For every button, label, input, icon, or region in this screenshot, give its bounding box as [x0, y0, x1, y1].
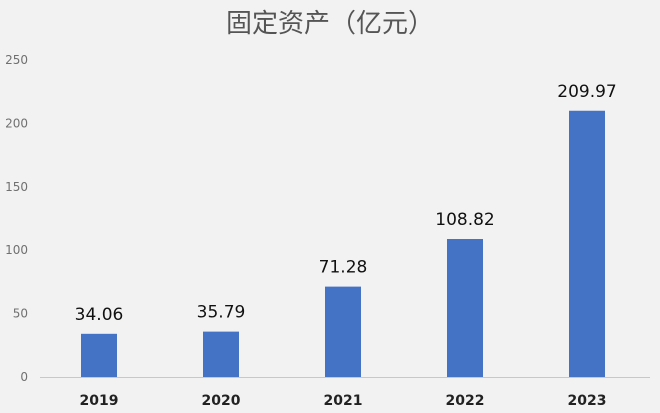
x-tick-label: 2023 [568, 393, 607, 409]
data-label: 209.97 [557, 82, 616, 102]
data-label: 34.06 [75, 305, 124, 325]
bar-2020 [203, 331, 239, 377]
x-tick-label: 2022 [446, 393, 485, 409]
bars [81, 110, 605, 377]
bar-2021 [325, 286, 361, 377]
y-tick-label: 0 [20, 370, 28, 384]
y-tick-label: 50 [13, 307, 28, 321]
y-tick-label: 100 [5, 243, 28, 257]
data-labels: 34.06 35.79 71.28 108.82 209.97 [75, 82, 617, 325]
y-tick-label: 150 [5, 180, 28, 194]
y-tick-label: 250 [5, 53, 28, 67]
y-tick-label: 200 [5, 116, 28, 130]
bar-2023 [569, 110, 605, 377]
data-label: 108.82 [435, 210, 494, 230]
bar-2022 [447, 239, 483, 377]
bar-2019 [81, 333, 117, 377]
data-label: 71.28 [319, 258, 368, 278]
x-tick-label: 2021 [324, 393, 363, 409]
x-tick-label: 2020 [202, 393, 241, 409]
x-tick-label: 2019 [80, 393, 119, 409]
x-axis-ticks: 2019 2020 2021 2022 2023 [80, 393, 607, 409]
data-label: 35.79 [197, 303, 246, 323]
chart-title: 固定资产（亿元） [226, 9, 434, 39]
y-axis-ticks: 0 50 100 150 200 250 [5, 53, 28, 384]
